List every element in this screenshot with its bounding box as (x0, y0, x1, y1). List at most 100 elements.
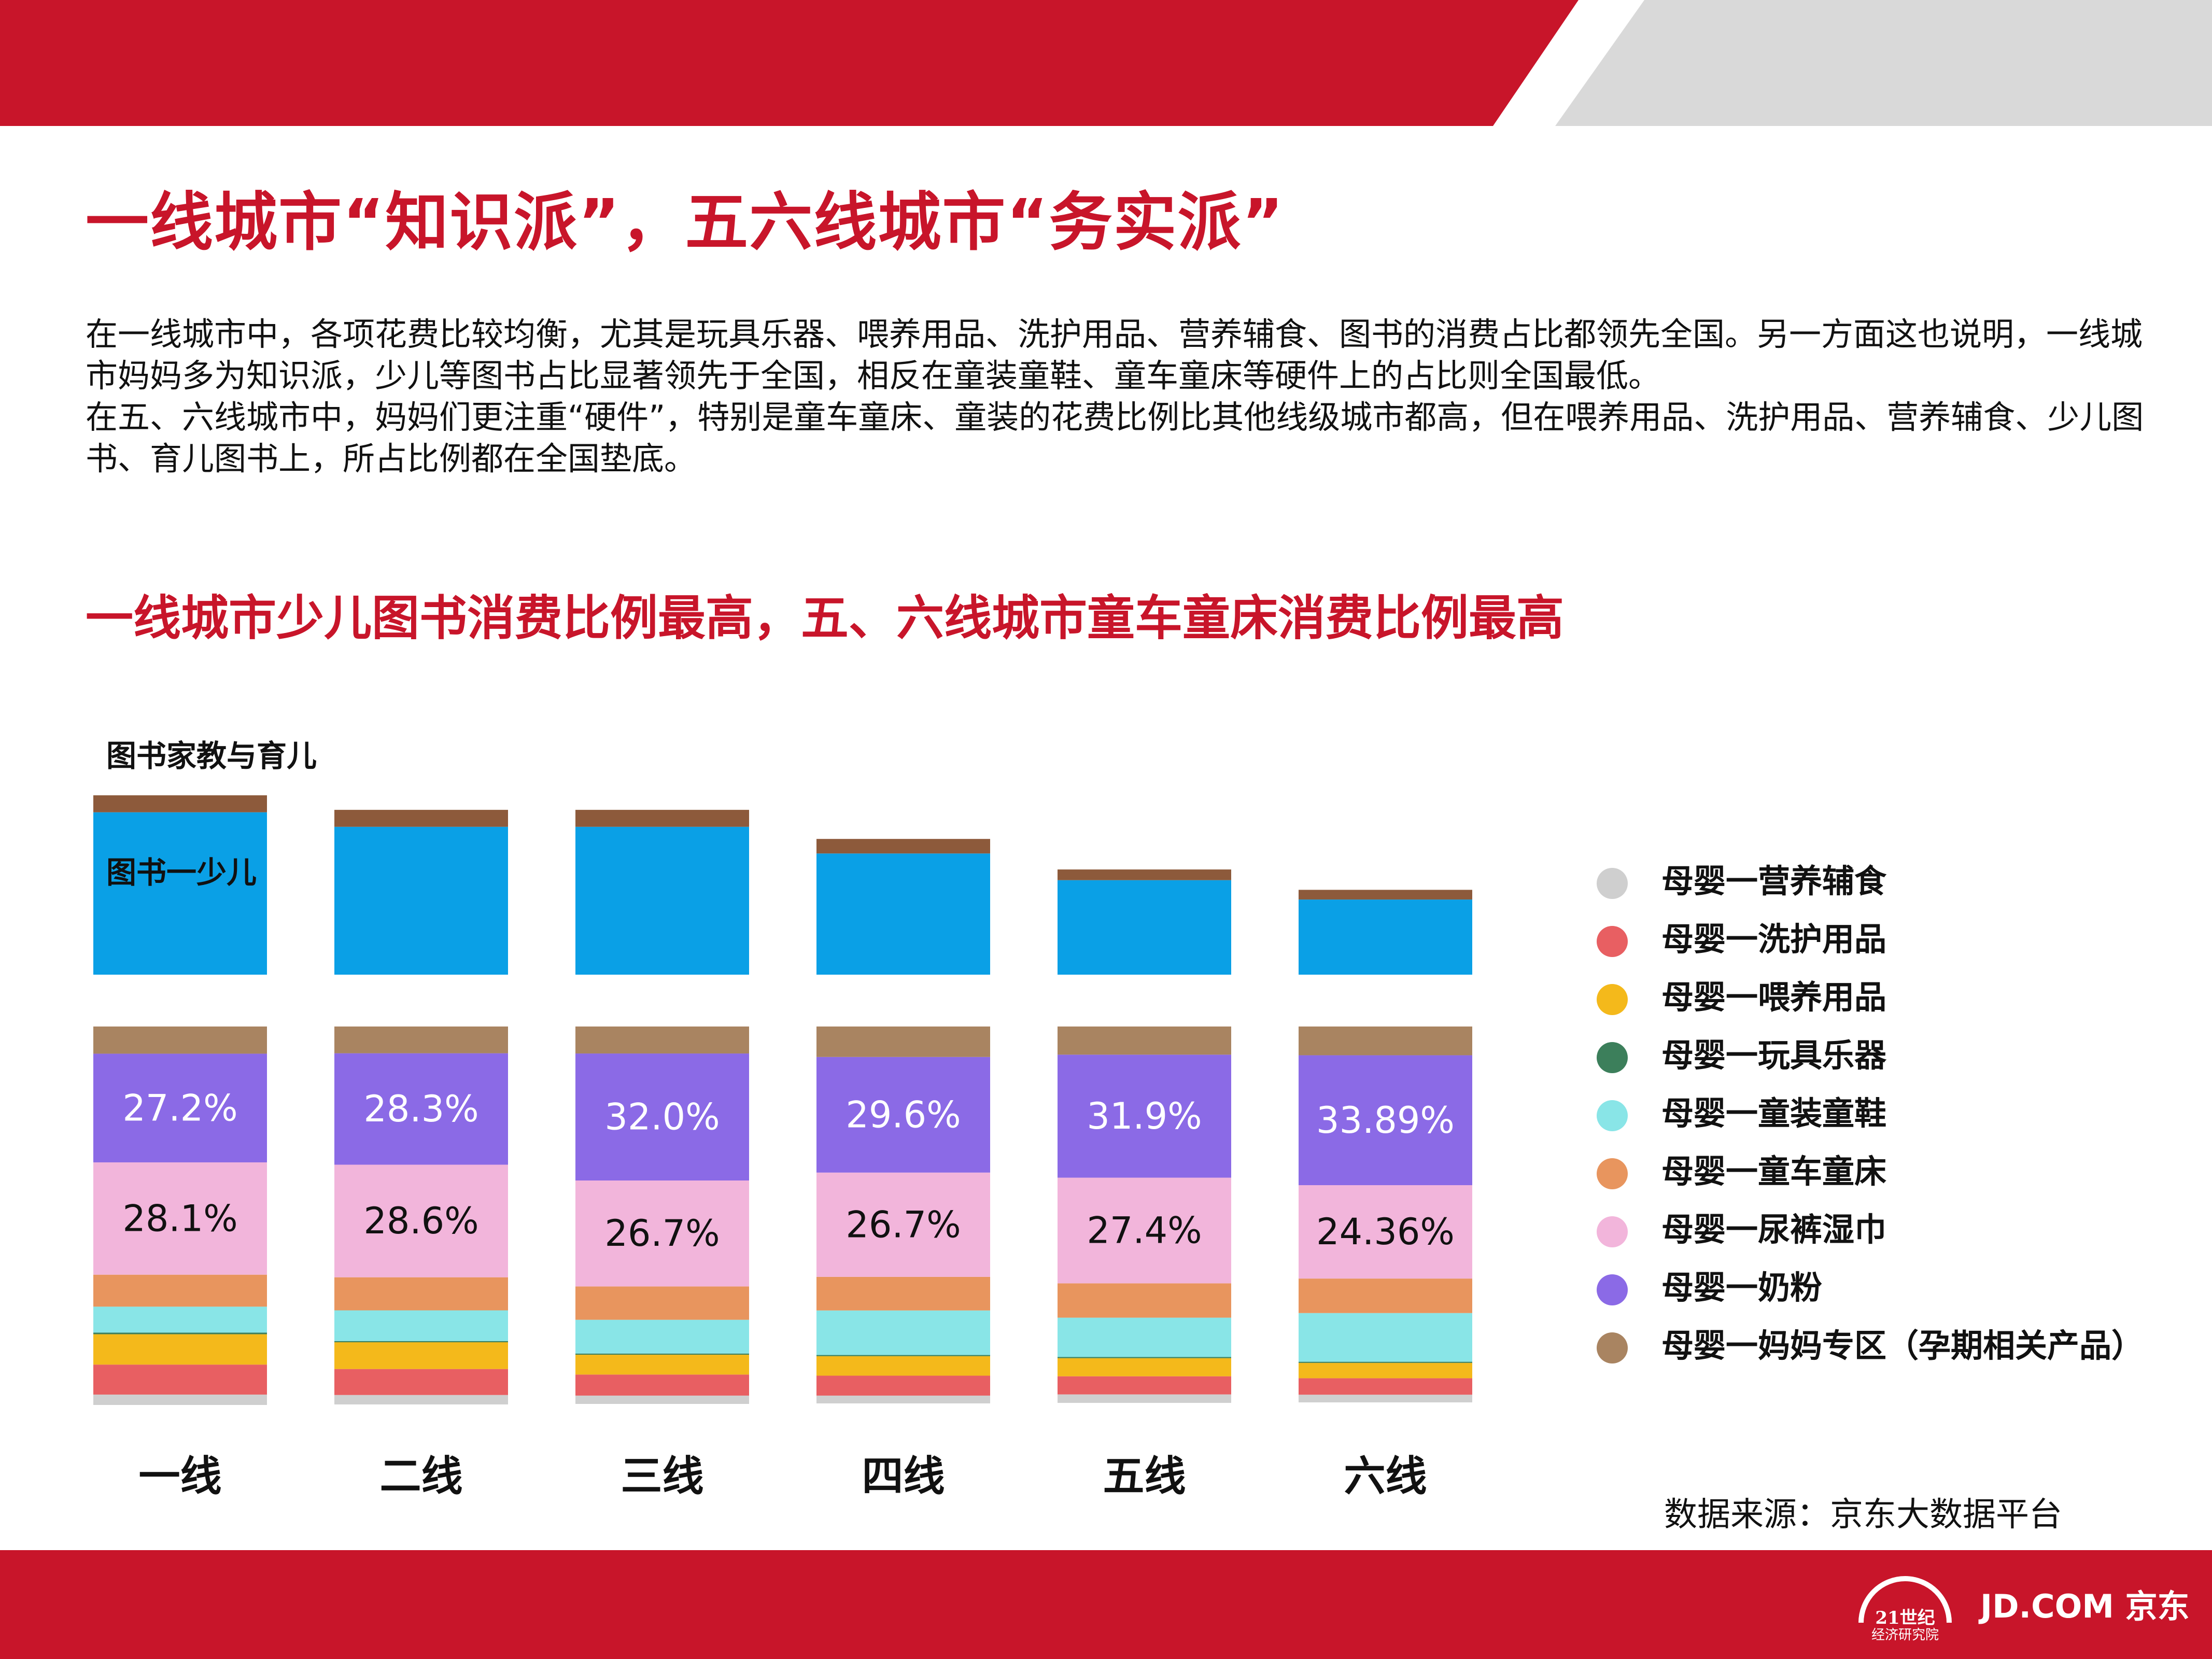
baby-bar-segment-0 (575, 1395, 749, 1404)
legend-label: 母婴一童装童鞋 (1661, 1094, 1887, 1132)
data-label: 27.4% (1087, 1209, 1202, 1252)
baby-bar-segment-8 (1299, 1027, 1472, 1056)
x-tick-label: 二线 (380, 1452, 463, 1500)
baby-bar-segment-8 (575, 1027, 749, 1054)
baby-bar-segment-4 (334, 1310, 508, 1341)
data-label: 28.6% (363, 1200, 478, 1242)
legend-label: 母婴一奶粉 (1661, 1269, 1823, 1306)
data-label: 33.89% (1316, 1099, 1455, 1142)
header-red-band (0, 0, 1579, 126)
legend-label: 母婴一营养辅食 (1661, 862, 1887, 900)
footer-bar (0, 1550, 2212, 1659)
book-bar-segment-young (1299, 899, 1472, 975)
legend-label: 母婴一妈妈专区（孕期相关产品） (1661, 1327, 2144, 1365)
book-series-label-young: 图书一少儿 (106, 855, 257, 890)
baby-bar-segment-2 (334, 1342, 508, 1369)
header-gray-band (1555, 0, 2212, 126)
legend-swatch (1597, 1042, 1628, 1073)
baby-bar-segment-6 (93, 1162, 267, 1275)
logo-arc-icon (1858, 1576, 1952, 1623)
book-bar-segment-young (93, 812, 267, 975)
baby-bar-segment-5 (1299, 1278, 1472, 1313)
baby-bar-segment-6 (575, 1180, 749, 1287)
baby-bar-segment-5 (816, 1276, 990, 1311)
baby-bar-segment-7 (816, 1057, 990, 1173)
baby-bar-segment-7 (1299, 1055, 1472, 1186)
legend-label: 母婴一玩具乐器 (1661, 1036, 1887, 1074)
description-paragraph-1: 在一线城市中，各项花费比较均衡，尤其是玩具乐器、喂养用品、洗护用品、营养辅食、图… (86, 315, 2143, 395)
baby-bar-segment-6 (334, 1164, 508, 1277)
baby-bar-segment-3 (1299, 1361, 1472, 1363)
book-bar-segment-parenting (93, 795, 267, 812)
baby-bar-segment-6 (1058, 1177, 1231, 1284)
x-tick-label: 一线 (139, 1452, 222, 1500)
institute-logo: 21世纪 经济研究院 (1858, 1576, 1952, 1643)
book-bar-segment-parenting (334, 810, 508, 827)
page-title: 一线城市“知识派”，五六线城市“务实派” (86, 186, 1285, 259)
data-label: 26.7% (846, 1203, 961, 1246)
legend-label: 母婴一洗护用品 (1661, 920, 1887, 958)
book-bar-segment-young (816, 853, 990, 975)
baby-bar-segment-6 (1299, 1185, 1472, 1279)
baby-bar-segment-2 (816, 1356, 990, 1376)
legend-swatch (1597, 868, 1628, 899)
data-label: 27.2% (122, 1087, 237, 1129)
book-bar-segment-young (334, 826, 508, 975)
footer-red-band (0, 1550, 2212, 1659)
data-source: 数据来源：京东大数据平台 (1664, 1496, 2062, 1534)
legend-label: 母婴一尿裤湿巾 (1661, 1211, 1887, 1248)
baby-bar-segment-5 (575, 1286, 749, 1320)
baby-bar-segment-2 (1299, 1362, 1472, 1379)
book-bar-segment-parenting (1299, 890, 1472, 900)
data-label: 32.0% (604, 1096, 720, 1138)
legend-swatch (1597, 1158, 1628, 1189)
baby-bar-segment-0 (1058, 1394, 1231, 1403)
baby-bar-segment-5 (93, 1274, 267, 1307)
baby-bar-segment-7 (575, 1053, 749, 1181)
book-bar-segment-parenting (816, 839, 990, 854)
baby-bar-segment-3 (1058, 1357, 1231, 1358)
jd-brand-logo: JD.COM 京东 (1980, 1587, 2190, 1625)
baby-bar-segment-0 (1299, 1395, 1472, 1402)
book-bar-segment-parenting (575, 810, 749, 827)
baby-bar-segment-4 (816, 1310, 990, 1355)
legend-label: 母婴一童车童床 (1661, 1152, 1887, 1190)
description: 在一线城市中，各项花费比较均衡，尤其是玩具乐器、喂养用品、洗护用品、营养辅食、图… (86, 314, 2154, 480)
baby-bar-segment-8 (93, 1027, 267, 1054)
baby-bar-segment-2 (575, 1355, 749, 1375)
description-paragraph-2: 在五、六线城市中，妈妈们更注重“硬件”，特别是童车童床、童装的花费比例比其他线级… (86, 398, 2144, 477)
logo-text-top: 21世纪 (1875, 1608, 1935, 1628)
baby-bar-segment-3 (816, 1355, 990, 1356)
baby-bar-segment-1 (816, 1375, 990, 1396)
baby-bar-segment-1 (1058, 1376, 1231, 1395)
data-label: 24.36% (1316, 1211, 1455, 1253)
x-tick-label: 五线 (1103, 1452, 1186, 1500)
baby-bar-segment-0 (93, 1394, 267, 1405)
baby-bar-segment-4 (1058, 1317, 1231, 1357)
baby-bar-segment-1 (575, 1374, 749, 1396)
book-series-label-parenting: 图书家教与育儿 (106, 738, 317, 774)
book-bar-segment-parenting (1058, 869, 1231, 880)
baby-bar-segment-5 (334, 1277, 508, 1311)
data-label: 28.1% (122, 1197, 237, 1240)
legend-swatch (1597, 926, 1628, 957)
data-label: 26.7% (604, 1212, 720, 1255)
baby-bar-segment-4 (575, 1319, 749, 1354)
baby-bar-segment-7 (1058, 1055, 1231, 1178)
baby-bar-segment-2 (93, 1334, 267, 1365)
x-tick-label: 三线 (621, 1452, 704, 1500)
header-bar (0, 0, 2212, 126)
baby-bar-segment-7 (334, 1053, 508, 1165)
baby-bar-segment-7 (93, 1053, 267, 1163)
legend-swatch (1597, 984, 1628, 1015)
baby-bar-segment-4 (93, 1306, 267, 1333)
baby-bar-segment-3 (93, 1332, 267, 1334)
x-tick-label: 六线 (1344, 1452, 1427, 1500)
baby-bar-segment-6 (816, 1172, 990, 1277)
legend-label: 母婴一喂养用品 (1661, 978, 1887, 1016)
legend-swatch (1597, 1332, 1628, 1363)
logo-text-bottom: 经济研究院 (1871, 1627, 1939, 1643)
baby-bar-segment-4 (1299, 1313, 1472, 1362)
data-label: 28.3% (363, 1088, 478, 1130)
